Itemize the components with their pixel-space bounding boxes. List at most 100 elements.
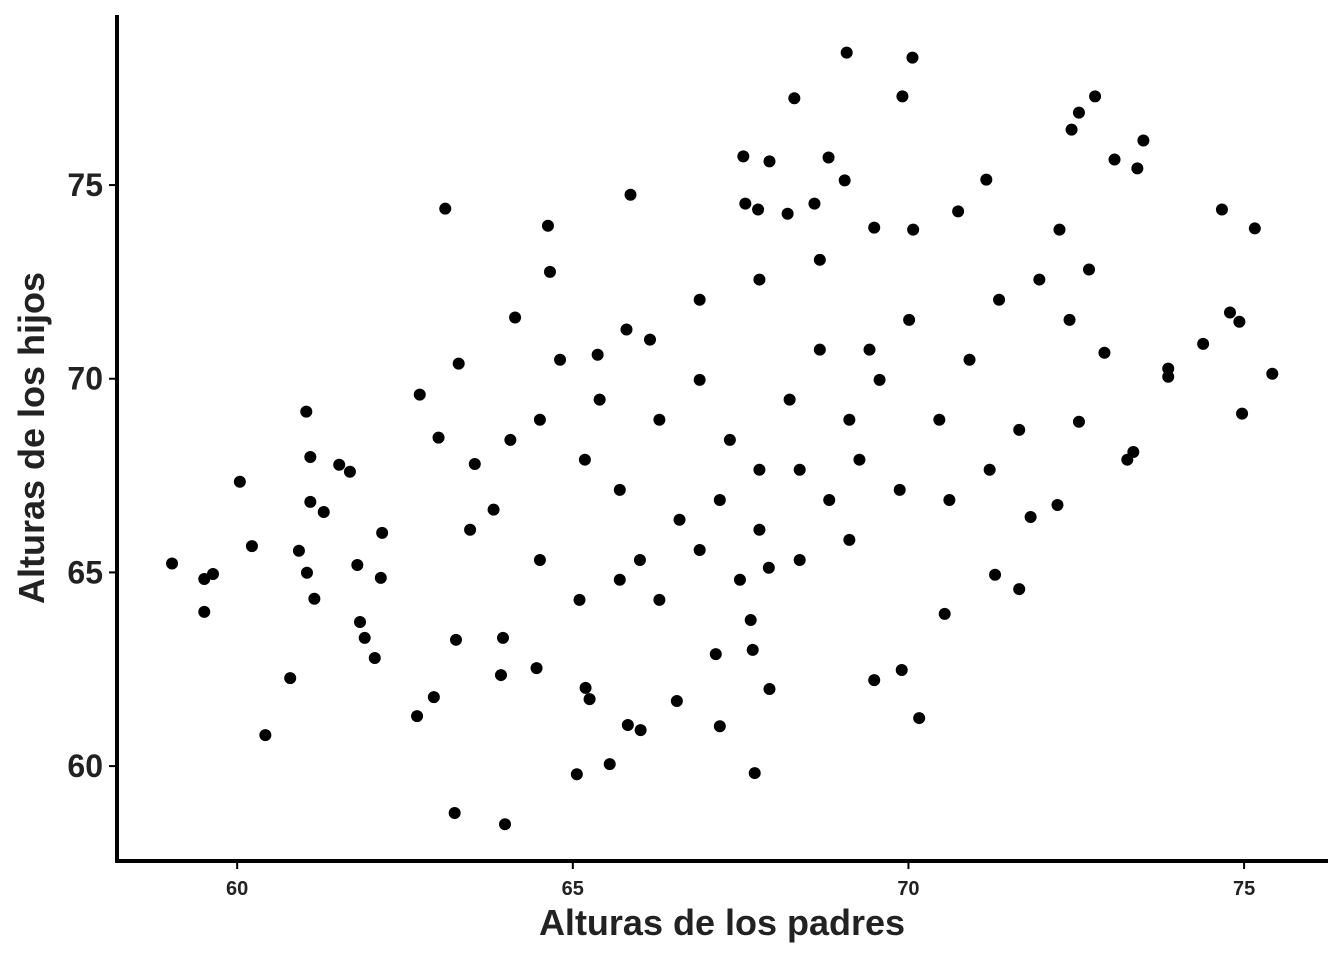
point [1072,106,1085,119]
point [1098,346,1111,359]
point [1108,153,1121,166]
point [591,348,604,361]
point [753,273,766,286]
point [1223,306,1236,319]
point [653,593,666,606]
point [333,458,346,471]
point [579,681,592,694]
point [578,453,591,466]
point [737,150,750,163]
point [896,90,909,103]
point [464,523,477,536]
point [583,693,596,706]
point [670,695,683,708]
point [300,405,313,418]
point [613,573,626,586]
point [907,223,920,236]
point [1215,203,1228,216]
point [1024,511,1037,524]
point [1065,123,1078,136]
point [351,559,364,572]
point [376,526,389,539]
point [763,155,776,168]
point [693,543,706,556]
point [793,554,806,567]
point [762,561,775,574]
point [554,353,567,366]
point [823,493,836,506]
y-tick-label: 65 [67,554,103,590]
point [1051,499,1064,512]
point [788,92,801,105]
point [533,413,546,426]
point [713,493,726,506]
point [233,475,246,488]
point [753,523,766,536]
point [317,505,330,518]
point [620,323,633,336]
point [713,720,726,733]
point [570,768,583,781]
point [933,413,946,426]
point [1033,273,1046,286]
point [1248,222,1261,235]
point [206,567,219,580]
x-tick-label: 75 [1233,878,1255,900]
point [292,544,305,557]
point [763,683,776,696]
point [259,729,272,742]
point [593,393,606,406]
point [198,605,211,618]
point [980,173,993,186]
point [693,293,706,306]
point [621,719,634,732]
point [943,493,956,506]
point [895,664,908,677]
point [644,333,657,346]
point [1233,315,1246,328]
point [843,413,856,426]
point [1236,407,1249,420]
point [427,691,440,704]
point [744,614,757,627]
point [753,463,766,476]
point [368,652,381,665]
x-tick-label: 60 [226,878,248,900]
point [752,203,765,216]
point [304,495,317,508]
point [1083,263,1096,276]
point [748,767,761,780]
point [1197,337,1210,350]
point [1063,313,1076,326]
y-tick-label: 75 [67,167,103,203]
point [633,554,646,567]
point [374,571,387,584]
point [793,463,806,476]
point [739,197,752,210]
point [1013,583,1026,596]
point [983,463,996,476]
point [541,219,554,232]
point [868,674,881,687]
point [781,207,794,220]
point [808,197,821,210]
point [487,503,500,516]
y-axis-title: Alturas de los hijos [11,272,52,604]
point [963,353,976,366]
point [1089,90,1102,103]
point [530,662,543,675]
point [284,672,297,685]
point [938,607,951,620]
point [439,202,452,215]
point [952,205,965,218]
point [1137,134,1150,147]
point [1266,367,1279,380]
point [494,669,507,682]
point [838,174,851,187]
point [733,573,746,586]
point [1013,423,1026,436]
point [449,633,462,646]
point [1131,162,1144,175]
point [1072,415,1085,428]
